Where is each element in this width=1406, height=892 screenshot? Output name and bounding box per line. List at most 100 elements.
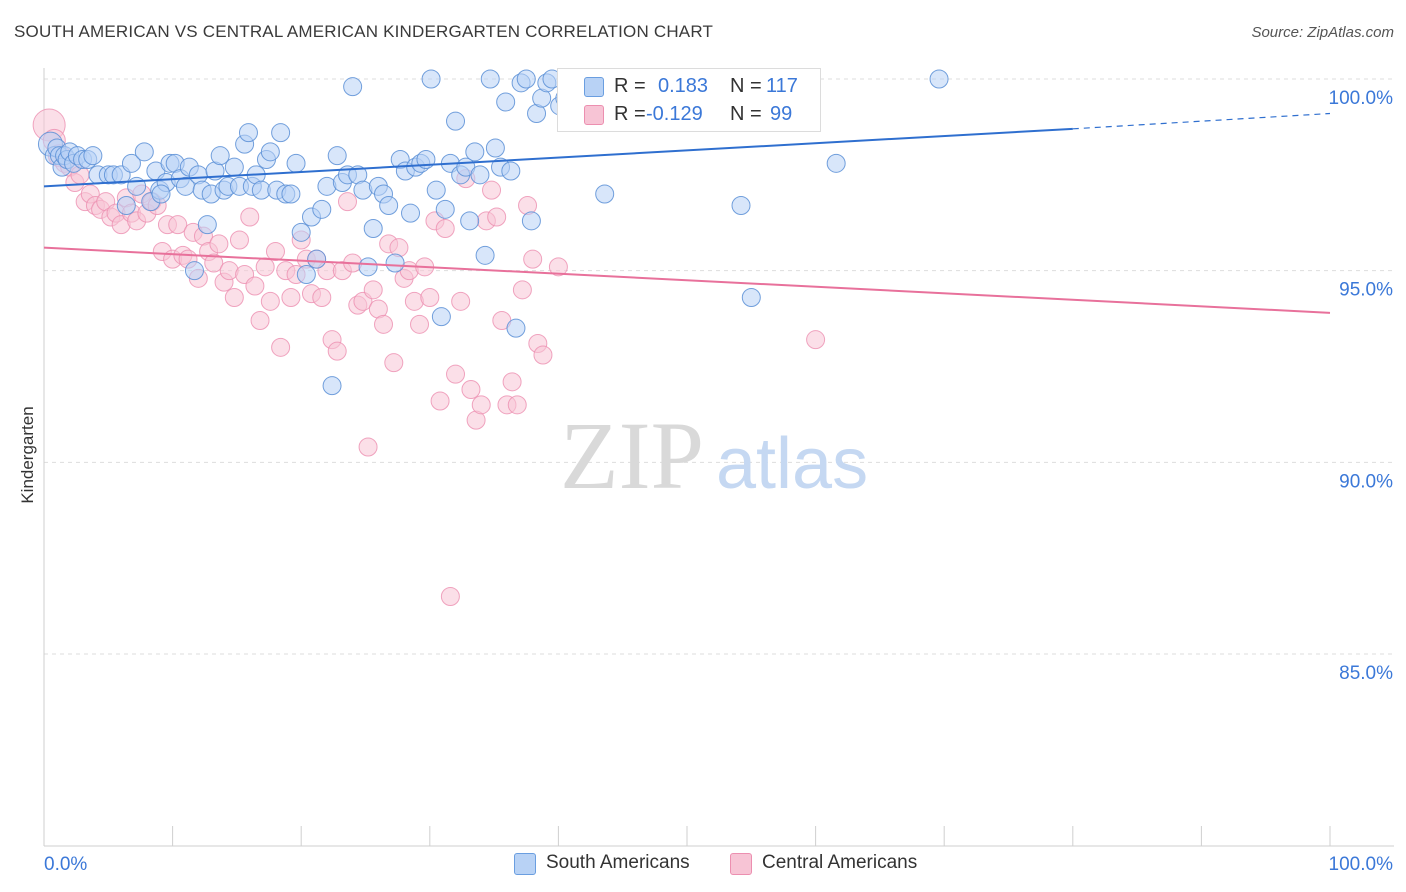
x-tick-label: 100.0% [1329, 854, 1394, 875]
legend-n-label: N = [730, 103, 762, 125]
legend-n-label: N = [730, 75, 762, 97]
south-american-point [826, 153, 846, 173]
south-american-point [446, 111, 466, 131]
legend-r-label: R = [614, 103, 646, 125]
south-american-point [116, 196, 136, 215]
south-american-point [312, 199, 332, 219]
central-american-point [209, 234, 229, 254]
south-american-point [480, 69, 500, 89]
axes [43, 68, 1394, 847]
central-american-point [229, 230, 249, 250]
south-trend-line [43, 127, 1073, 188]
bottom-legend-swatch-pink [730, 853, 752, 875]
bottom-legend-central-label: Central Americans [762, 852, 918, 873]
south-american-point [460, 211, 480, 231]
south-american-point [83, 146, 103, 166]
central-trend-line [43, 246, 1331, 314]
south-american-point [184, 261, 204, 281]
legend-swatch-pink [584, 105, 604, 125]
central-american-point [250, 311, 270, 330]
watermark-zip: ZIP [560, 402, 704, 509]
central-american-point [533, 345, 553, 365]
south-american-point [291, 222, 311, 242]
central-american-point [255, 257, 275, 277]
central-americans-points [32, 108, 826, 606]
y-tick-label: 100.0% [1329, 88, 1394, 109]
south-american-point [224, 157, 244, 177]
grid-lines [44, 78, 1394, 655]
central-american-point [265, 242, 285, 261]
south-american-point [470, 165, 490, 185]
y-tick-label: 90.0% [1339, 471, 1393, 492]
south-american-point [286, 153, 306, 173]
south-american-point [401, 203, 421, 223]
central-american-point [358, 437, 378, 457]
south-american-point [929, 69, 949, 89]
south-american-point [121, 153, 141, 173]
south-american-point [426, 180, 446, 200]
south-american-point [465, 142, 485, 162]
south-american-point [358, 257, 378, 277]
central-american-point [471, 395, 491, 415]
legend-row-south: R = 0.183 N = 117 [558, 73, 820, 101]
south-american-point [281, 184, 301, 204]
south-american-point [501, 161, 521, 181]
south-american-point [238, 123, 258, 143]
central-american-point [523, 249, 543, 269]
central-american-point [312, 288, 332, 307]
south-american-point [516, 69, 536, 89]
south-american-point [151, 184, 171, 204]
central-american-point [502, 372, 522, 392]
south-american-point [475, 245, 495, 265]
south-american-point [385, 253, 405, 273]
central-american-point [245, 276, 265, 296]
bottom-legend-south-label: South Americans [546, 852, 690, 873]
source-label: Source: ZipAtlas.com [1251, 24, 1394, 41]
central-american-point [440, 587, 460, 606]
south-american-point [379, 196, 399, 215]
watermark: ZIP atlas [560, 402, 868, 509]
central-american-point [168, 215, 188, 235]
central-american-point [512, 280, 532, 300]
central-american-point [281, 288, 301, 307]
central-american-point [240, 207, 260, 227]
south-american-point [506, 318, 526, 338]
stats-legend: R = 0.183 N = 117 R = -0.129 N = 99 [557, 68, 821, 132]
central-american-point [410, 314, 430, 334]
central-american-point [271, 337, 291, 357]
watermark-atlas: atlas [716, 424, 868, 504]
south-american-point [307, 249, 327, 269]
south-american-point [296, 265, 316, 284]
x-tick-label: 0.0% [44, 854, 87, 875]
south-american-point [210, 146, 230, 166]
legend-r-value: 0.183 [658, 75, 709, 97]
legend-r-value: -0.129 [646, 103, 703, 125]
legend-r-label: R = [614, 75, 646, 97]
south-american-point [322, 376, 342, 396]
south-american-point [485, 138, 505, 158]
central-american-point [507, 395, 527, 415]
central-american-point [374, 314, 394, 334]
y-tick-label: 85.0% [1339, 663, 1393, 684]
south-american-point [134, 142, 154, 162]
central-american-point [435, 219, 455, 238]
legend-n-value: 117 [766, 75, 798, 97]
central-american-point [420, 288, 440, 307]
central-american-point [548, 257, 568, 277]
south-american-point [197, 215, 217, 235]
south-american-point [741, 288, 761, 307]
central-american-point [327, 341, 347, 361]
legend-row-central: R = -0.129 N = 99 [558, 101, 820, 129]
south-american-point [260, 142, 280, 162]
central-american-point [806, 330, 826, 350]
south-american-point [271, 123, 291, 143]
tick-labels: 85.0% 90.0% 95.0% 100.0% 0.0% 100.0% [44, 88, 1393, 875]
central-american-point [482, 180, 502, 200]
trend-lines [43, 112, 1331, 314]
legend-n-value: 99 [770, 103, 793, 125]
central-american-point [446, 364, 466, 384]
legend-swatch-blue [584, 77, 604, 97]
central-american-point [430, 391, 450, 411]
central-american-point [337, 192, 357, 212]
south-trend-extension [1072, 112, 1331, 130]
